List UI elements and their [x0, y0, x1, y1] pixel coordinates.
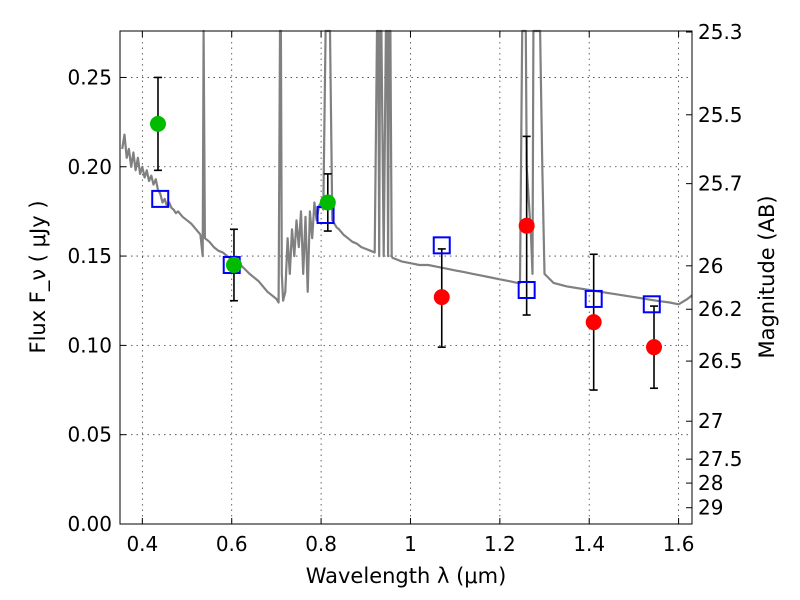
y-tick-label: 0.10 — [67, 333, 112, 357]
axis-ticks — [120, 31, 692, 525]
x-tick-label: 1 — [404, 532, 417, 556]
x-axis-label: Wavelength λ (μm) — [306, 564, 507, 588]
model-photometry-point — [642, 295, 661, 314]
right-tick-label: 26.2 — [698, 297, 743, 321]
y-tick-label: 0.25 — [67, 65, 112, 89]
right-tick-label: 29 — [698, 496, 723, 520]
right-tick-label: 25.5 — [698, 103, 743, 127]
right-tick-label: 26.5 — [698, 349, 743, 373]
model-photometry-point — [151, 189, 170, 208]
detection-point — [225, 256, 242, 273]
x-tick-label: 0.4 — [126, 532, 158, 556]
plot-frame — [119, 30, 693, 525]
x-tick-labels: 0.4 0.6 0.8 1 1.2 1.4 1.6 — [126, 532, 694, 556]
model-photometry-point — [584, 289, 603, 308]
nondetection-point — [646, 339, 663, 356]
right-tick-label: 25.7 — [698, 172, 743, 196]
model-photometry-series — [151, 189, 661, 314]
right-tick-label: 25.3 — [698, 20, 743, 44]
template-spectrum-series — [121, 29, 693, 306]
right-tick-label: 27 — [698, 409, 723, 433]
x-tick-label: 0.8 — [305, 532, 337, 556]
right-tick-label: 26 — [698, 254, 723, 278]
y-tick-label: 0.05 — [67, 423, 112, 447]
x-tick-label: 1.4 — [573, 532, 605, 556]
y-axis-label: Flux F_ν ( μJy ) — [26, 200, 51, 353]
right-axis-label: Magnitude (AB) — [755, 195, 779, 358]
error-bars — [153, 76, 659, 391]
y-tick-label: 0.15 — [67, 244, 112, 268]
detection-point — [149, 115, 166, 132]
model-photometry-point — [432, 236, 451, 255]
x-tick-label: 0.6 — [216, 532, 248, 556]
detection-point — [319, 194, 336, 211]
template-spectrum-line — [121, 29, 693, 306]
right-tick-label: 27.5 — [698, 447, 743, 471]
nondetection-point — [585, 314, 602, 331]
grid-lines — [120, 31, 692, 525]
model-photometry-point — [517, 281, 536, 300]
y-tick-label: 0.20 — [67, 155, 112, 179]
nondetection-point — [518, 217, 535, 234]
x-tick-label: 1.6 — [663, 532, 695, 556]
y-tick-labels: 0.00 0.05 0.10 0.15 0.20 0.25 — [67, 65, 112, 536]
right-tick-label: 28 — [698, 471, 723, 495]
observed-photometry-series — [149, 115, 663, 356]
y-tick-label: 0.00 — [67, 512, 112, 536]
x-tick-label: 1.2 — [484, 532, 516, 556]
nondetection-point — [433, 289, 450, 306]
